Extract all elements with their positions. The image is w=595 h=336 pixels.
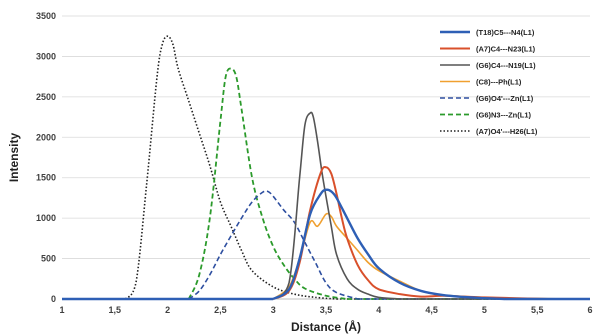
series-line — [272, 188, 506, 301]
x-tick-label: 5,5 — [531, 305, 544, 315]
series-line — [187, 67, 348, 300]
y-tick-label: 2000 — [36, 132, 56, 142]
y-tick-label: 3000 — [36, 51, 56, 61]
series-line — [188, 190, 358, 300]
legend-label: (T18)C5---N4(L1) — [476, 28, 535, 37]
y-tick-label: 3500 — [36, 11, 56, 21]
x-tick-label: 2,5 — [214, 305, 227, 315]
legend-label: (A7)O4'---H26(L1) — [476, 127, 538, 136]
series-lines — [62, 35, 591, 301]
axes: 0 500 1000 1500 2000 2500 3000 3500 1 1,5 2 2,5 3 3,5… — [36, 11, 593, 315]
y-tick-label: 0 — [51, 294, 56, 304]
series-line — [124, 35, 337, 300]
legend-label: (G6)N3---Zn(L1) — [476, 111, 531, 120]
x-tick-label: 6 — [587, 305, 592, 315]
legend-label: (A7)C4---N23(L1) — [476, 45, 536, 54]
series-line — [272, 212, 591, 300]
y-tick-label: 1500 — [36, 173, 56, 183]
x-tick-label: 3,5 — [320, 305, 333, 315]
series-line — [272, 166, 548, 300]
x-axis-title: Distance (Å) — [291, 319, 361, 334]
x-tick-label: 2 — [165, 305, 170, 315]
x-tick-label: 4 — [376, 305, 381, 315]
y-axis-title: Intensity — [7, 133, 21, 183]
x-tick-label: 3 — [271, 305, 276, 315]
legend-label: (G6)O4'---Zn(L1) — [476, 94, 534, 103]
legend-label: (C8)---Ph(L1) — [476, 78, 522, 87]
x-tick-label: 1,5 — [109, 305, 122, 315]
x-tick-label: 4,5 — [425, 305, 438, 315]
gridlines — [62, 15, 590, 300]
legend: (T18)C5---N4(L1) (A7)C4---N23(L1) (G6)C4--… — [440, 28, 538, 136]
y-tick-label: 500 — [41, 254, 56, 264]
x-tick-label: 1 — [59, 305, 64, 315]
series-line — [272, 111, 400, 300]
legend-label: (G6)C4---N19(L1) — [476, 61, 536, 70]
y-tick-label: 2500 — [36, 92, 56, 102]
y-tick-label: 1000 — [36, 213, 56, 223]
x-tick-label: 5 — [482, 305, 487, 315]
